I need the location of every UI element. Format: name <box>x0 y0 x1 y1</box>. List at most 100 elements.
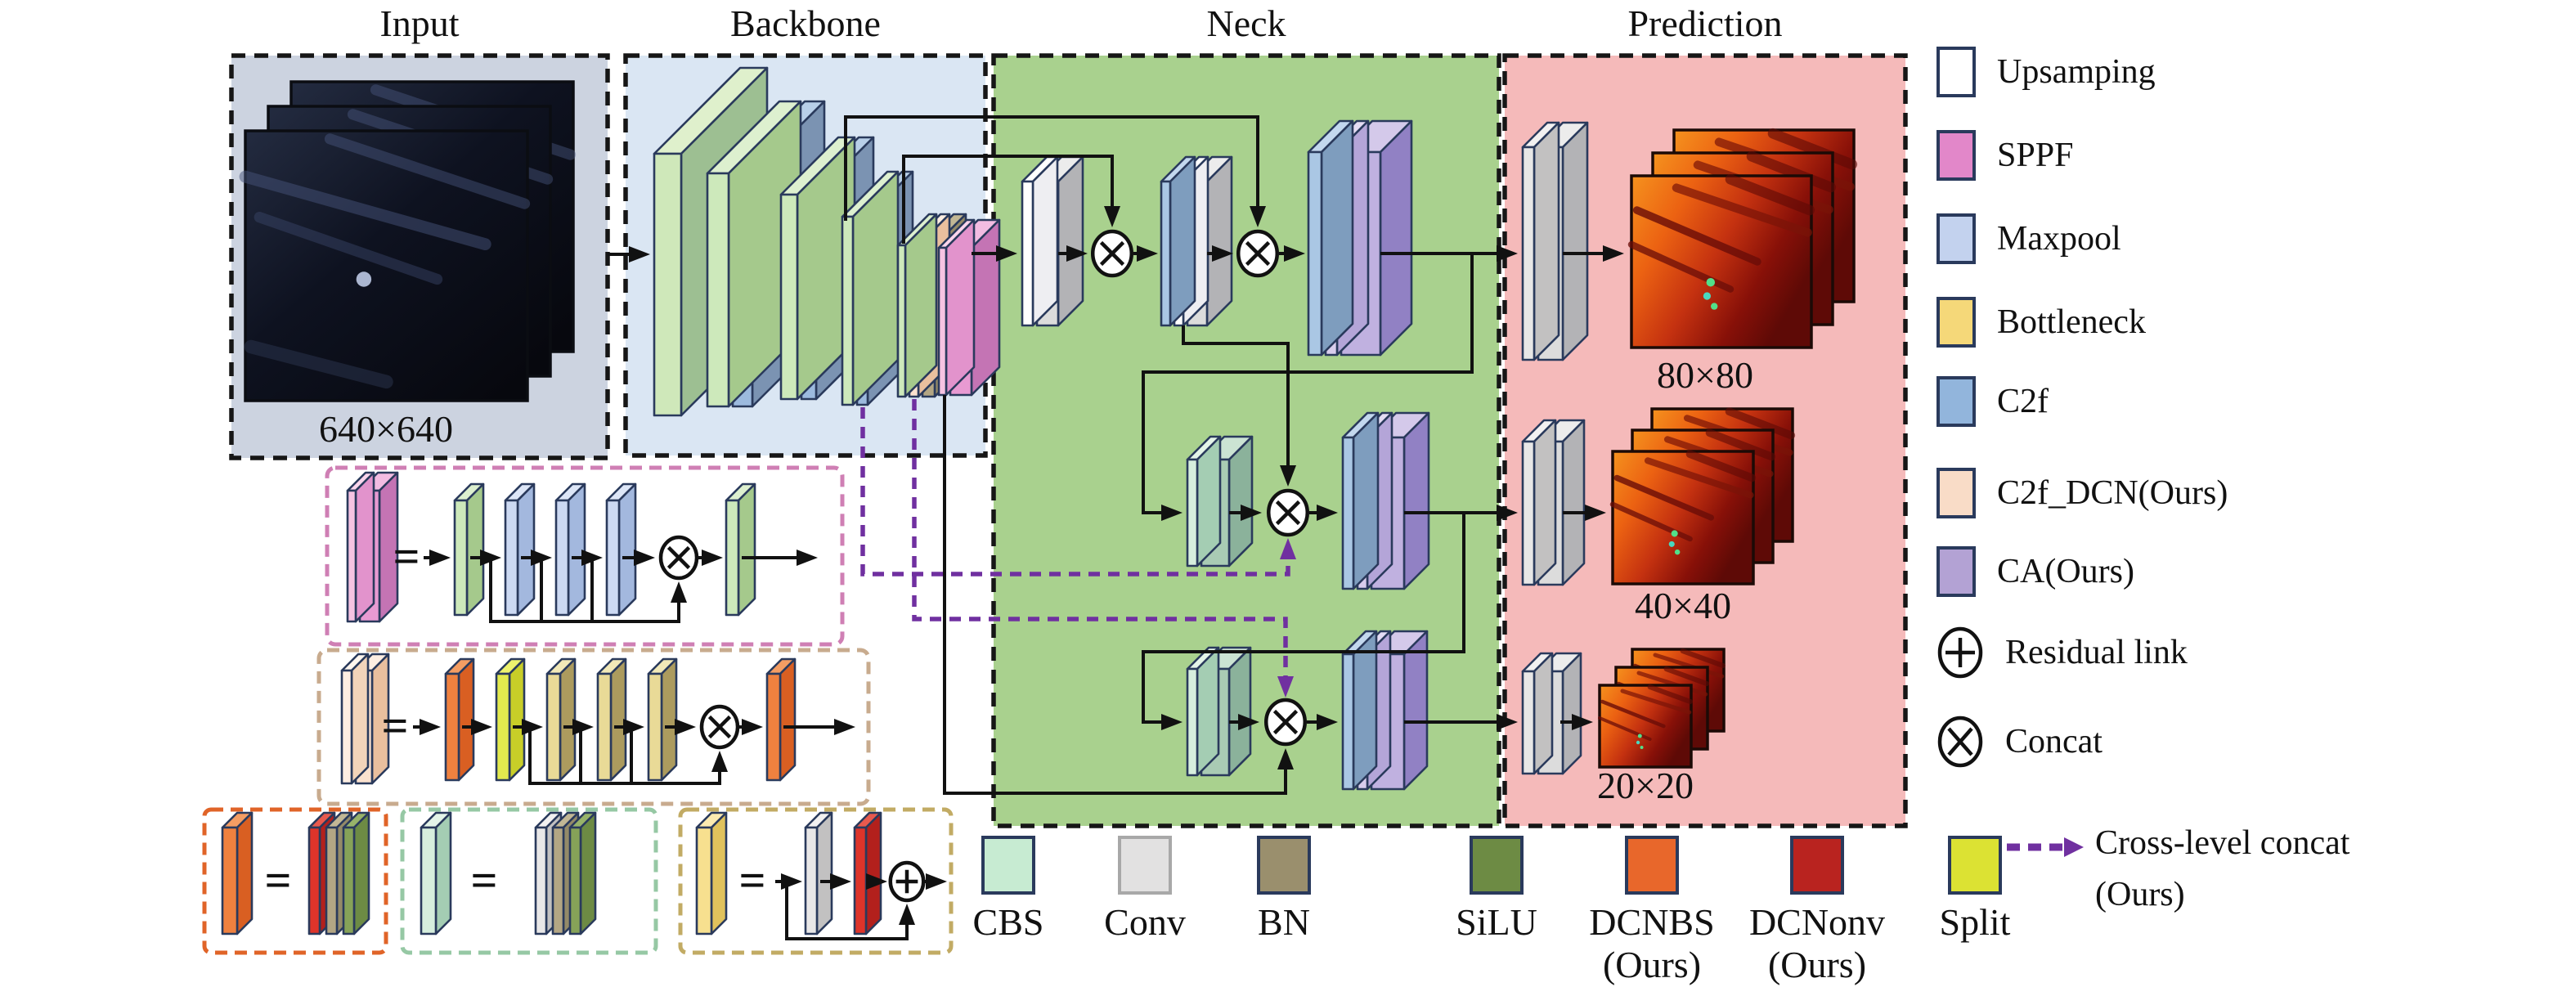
cbs-bottom-to-concat4-arrowhead <box>1238 714 1259 730</box>
c2fdcn-skip-rail <box>528 727 721 785</box>
legend-residual: Residual link <box>1936 624 2188 681</box>
legend-c2f-dcn: C2f_DCN(Ours) <box>1936 464 2228 522</box>
c2fdcn-a1-arrowhead <box>471 719 492 735</box>
conv20-to-output-arrowhead <box>1572 714 1593 730</box>
legend-c2f: C2f <box>1936 373 2049 430</box>
mid-to-bottom-downpath-arrowhead <box>1161 714 1183 730</box>
backbone-to-neck-arrowhead <box>996 245 1017 262</box>
maxpool-label: Maxpool <box>1997 220 2121 258</box>
bottleneck-expansion-box <box>678 807 954 955</box>
btl-a2-arrowhead <box>830 873 851 890</box>
c2f-label: C2f <box>1997 383 2049 420</box>
c2fdcn-a2-arrowhead <box>522 719 543 735</box>
cross-level-to-concat3 <box>860 407 1290 577</box>
equals-sppf: = <box>393 530 420 583</box>
block-neck-cbs-mid <box>1186 435 1254 568</box>
cbs-mid-to-concat3-arrowhead <box>1241 505 1262 521</box>
sppf-eq-arrow-arrowhead <box>429 550 451 566</box>
backbone-skip-to-concat1 <box>902 155 1114 244</box>
input-title: Input <box>379 2 459 44</box>
sppf-to-concat4 <box>943 395 1287 795</box>
c2fdcn-a5-arrowhead <box>675 719 696 735</box>
silu-swatch <box>1470 836 1524 895</box>
concat-op-2 <box>1236 229 1280 278</box>
equals-c2fdcn: = <box>381 699 408 752</box>
concat-op-4 <box>1263 698 1308 747</box>
block-c2fdcn-bottleneck-3 <box>647 657 678 782</box>
upsampling-swatch <box>1936 47 1976 97</box>
upsample2-to-concat2-arrowhead <box>1212 245 1233 262</box>
block-neck-c2f-ca-top <box>1307 119 1413 357</box>
equals-dcnbs: = <box>264 854 291 907</box>
dcnbs-expansion-box <box>202 807 388 955</box>
p80-size-label: 80×80 <box>1657 354 1753 396</box>
legend-dcnbs-item: DCNBS (Ours) <box>1570 836 1734 985</box>
legend-split-item: Split <box>1893 836 2057 944</box>
block-neck-upsample-1 <box>1021 155 1084 327</box>
input-image-stack <box>239 80 577 402</box>
bn-swatch <box>1257 836 1311 895</box>
upsample1-to-concat1-arrowhead <box>1066 245 1088 262</box>
top-to-mid-downpath <box>1142 253 1474 514</box>
diagram-labels: Input Backbone Neck Prediction 640×640 8… <box>264 2 1782 907</box>
block-neck-cbs-bottom <box>1186 646 1252 777</box>
backbone-skip-to-concat2-arrowhead <box>1250 206 1266 227</box>
legend-concat: Concat <box>1936 713 2103 770</box>
input-size-label: 640×640 <box>319 408 453 450</box>
mid-to-bottom-downpath <box>1142 513 1465 724</box>
cross-level-label: Cross-level concat (Ours) <box>2095 824 2350 913</box>
dcnbs-swatch <box>1625 836 1679 895</box>
upsample2-to-concat3-arrowhead <box>1280 465 1296 487</box>
prediction-title: Prediction <box>1627 2 1782 44</box>
c2fca-mid-to-prediction-arrowhead <box>1497 505 1518 521</box>
block-sppf-symbol <box>346 471 399 623</box>
residual-label: Residual link <box>2005 634 2188 671</box>
block-sppf-maxpool-2 <box>554 482 586 617</box>
btl-residual-arrowhead <box>899 904 915 925</box>
sppf-skip-rail-arrowhead <box>671 581 687 603</box>
bottleneck-swatch <box>1936 297 1976 348</box>
concat3-to-c2fca-mid-arrowhead <box>1317 505 1338 521</box>
concat2-to-c2fca-top-arrowhead <box>1284 245 1305 262</box>
cross-level-to-concat3-arrowhead <box>1280 538 1296 559</box>
upsample2-to-concat3 <box>1182 325 1290 470</box>
block-dcnbs-silu <box>342 811 370 935</box>
backbone-skip-to-concat2 <box>844 115 1259 221</box>
concat-op-3 <box>1266 488 1310 537</box>
sppf-a5-arrowhead <box>702 550 723 566</box>
output-40-image-stack <box>1609 407 1796 585</box>
cbs-swatch <box>981 836 1035 895</box>
block-cbs-symbol <box>420 811 452 935</box>
sppf-to-concat4-arrowhead <box>1277 748 1294 769</box>
block-c2fdcn-symbol <box>340 653 390 785</box>
ca-swatch <box>1936 546 1976 597</box>
equals-bottleneck: = <box>738 854 765 907</box>
conv-swatch <box>1118 836 1172 895</box>
c2f-dcn-swatch <box>1936 468 1976 518</box>
block-c2fdcn-split <box>495 657 526 782</box>
block-bottleneck-dcnonv <box>853 811 882 935</box>
sppf-expansion-box <box>325 465 845 647</box>
block-prediction-conv-20 <box>1521 652 1582 775</box>
block-cbs-silu <box>568 811 597 935</box>
concat-label: Concat <box>2005 723 2103 760</box>
block-c2fdcn-bottleneck-2 <box>596 657 627 782</box>
btl-residual <box>785 882 909 940</box>
dcnonv-swatch <box>1790 836 1844 895</box>
sppf-skip-rail <box>489 558 680 623</box>
top-to-mid-downpath-arrowhead <box>1161 505 1183 521</box>
sppf-label: SPPF <box>1997 137 2074 174</box>
block-neck-c2f-ca-mid <box>1341 411 1430 590</box>
cross-level-arrow-icon <box>2007 837 2084 857</box>
btl-out-arrowhead <box>926 873 947 890</box>
block-prediction-conv-80 <box>1521 121 1589 361</box>
legend-upsampling: Upsamping <box>1936 43 2156 101</box>
block-sppf-cbs-in <box>453 482 485 617</box>
btl-a1-arrowhead <box>781 873 802 890</box>
block-sppf-cbs-out <box>725 482 756 617</box>
expansion-boxes <box>202 465 954 955</box>
block-c2fdcn-dcnbs-out <box>765 657 797 782</box>
equals-cbs: = <box>470 854 497 907</box>
block-neck-upsample-2 <box>1160 155 1233 327</box>
